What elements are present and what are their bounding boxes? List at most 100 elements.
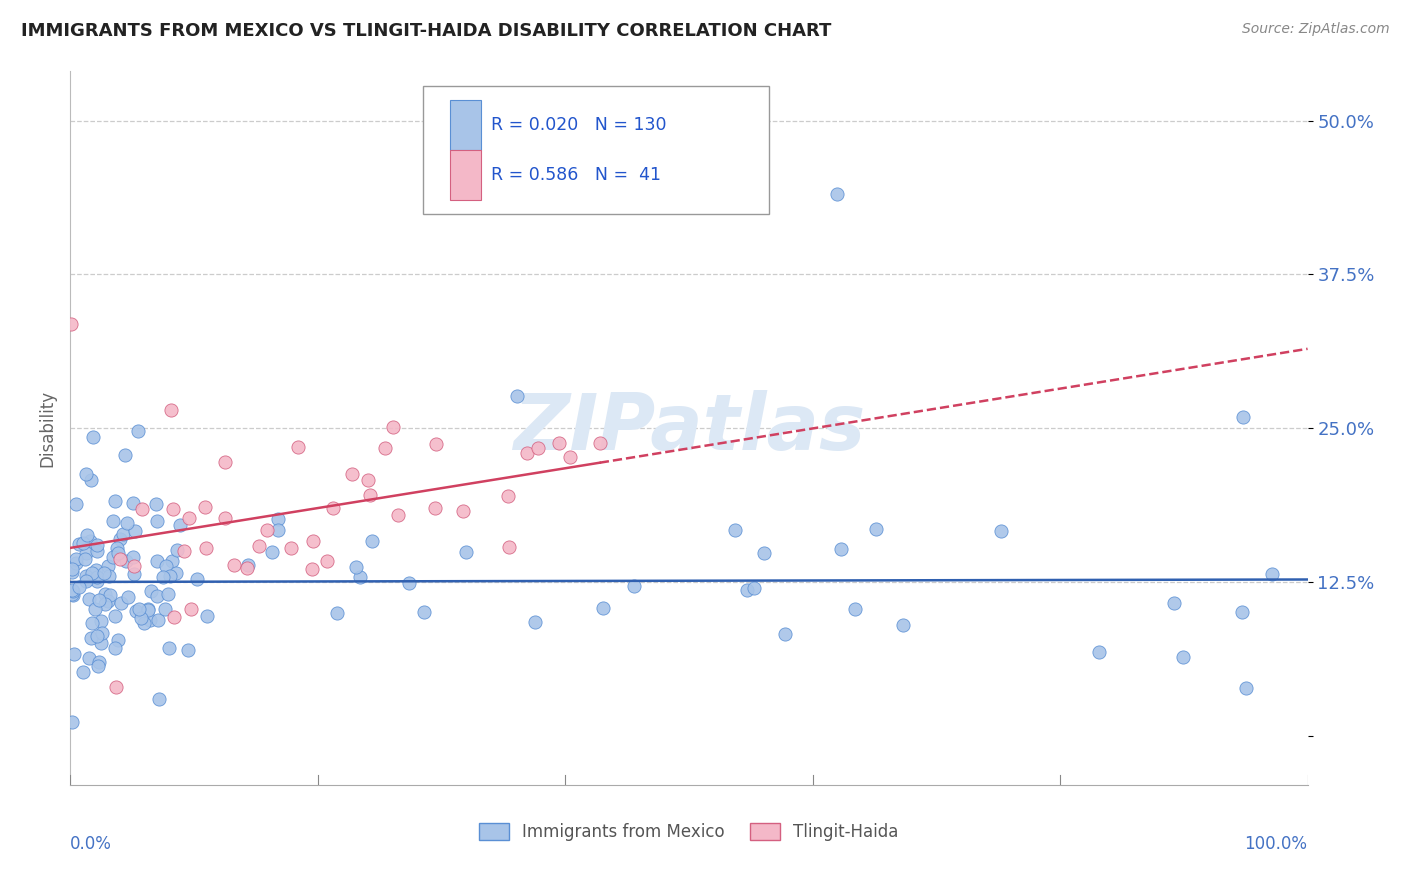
Point [93,566,115,580]
Point [155,558,177,573]
Point [60,317,83,331]
Point [145,497,167,511]
Text: 100.0%: 100.0% [1244,835,1308,853]
Point [124,567,146,582]
Point [128,601,150,615]
Point [86,570,108,584]
Point [177,510,200,524]
Point [136,602,159,616]
Point [67,537,90,551]
Point [301,562,323,576]
Point [101,549,124,564]
Point [72,665,94,679]
Point [498,541,520,555]
Point [413,605,436,619]
Point [139,584,162,599]
Point [80,473,103,487]
Point [134,615,156,630]
Point [162,502,184,516]
Point [180,601,202,615]
Point [86,538,108,552]
Point [115,516,138,530]
Point [387,508,409,523]
Point [124,559,146,574]
Point [592,600,614,615]
Point [516,446,538,460]
Point [342,467,364,481]
Point [82,430,104,444]
Point [127,424,149,438]
Point [157,640,180,655]
Point [737,583,759,598]
Point [87,593,110,607]
Point [451,504,474,518]
Point [103,608,125,623]
Point [107,546,129,560]
Point [222,558,245,572]
Point [173,544,195,558]
Point [302,533,325,548]
Text: 0.0%: 0.0% [70,835,112,853]
Point [90,615,112,629]
Point [247,539,270,553]
Point [75,467,97,482]
Point [374,441,396,455]
Point [97,558,120,573]
Point [98,569,121,583]
Point [124,524,146,539]
Point [267,523,290,537]
Point [77,651,100,665]
Point [84,563,107,577]
Point [1232,409,1254,424]
Point [236,561,259,575]
Point [65,498,87,512]
Point [146,613,169,627]
Point [754,546,776,560]
Point [107,632,129,647]
Point [105,680,128,694]
Text: IMMIGRANTS FROM MEXICO VS TLINGIT-HAIDA DISABILITY CORRELATION CHART: IMMIGRANTS FROM MEXICO VS TLINGIT-HAIDA … [21,22,831,40]
Point [87,659,110,673]
Point [90,636,112,650]
Point [165,566,187,580]
Point [62,647,84,661]
Point [75,546,97,560]
Point [80,631,103,645]
Point [110,552,132,566]
Point [121,550,143,565]
Point [125,604,148,618]
Point [104,494,127,508]
Point [349,569,371,583]
Point [122,496,145,510]
Point [262,545,284,559]
Point [60,714,83,729]
Point [72,535,94,549]
Point [62,588,84,602]
Point [589,436,612,450]
Point [60,583,83,598]
Point [108,532,131,546]
Point [891,618,914,632]
Point [1236,681,1258,695]
Point [287,440,309,454]
Point [86,628,108,642]
Point [152,569,174,583]
Point [558,450,581,465]
Point [163,609,186,624]
Point [316,554,339,568]
Point [89,655,111,669]
Point [65,551,87,566]
Point [136,603,159,617]
Point [724,523,747,537]
Point [160,402,183,417]
Point [548,436,571,450]
Point [103,640,125,655]
Point [166,542,188,557]
Point [112,526,135,541]
Point [865,522,887,536]
Point [129,611,152,625]
Point [86,544,108,558]
Point [60,565,83,579]
Point [1230,605,1253,619]
Point [114,448,136,462]
